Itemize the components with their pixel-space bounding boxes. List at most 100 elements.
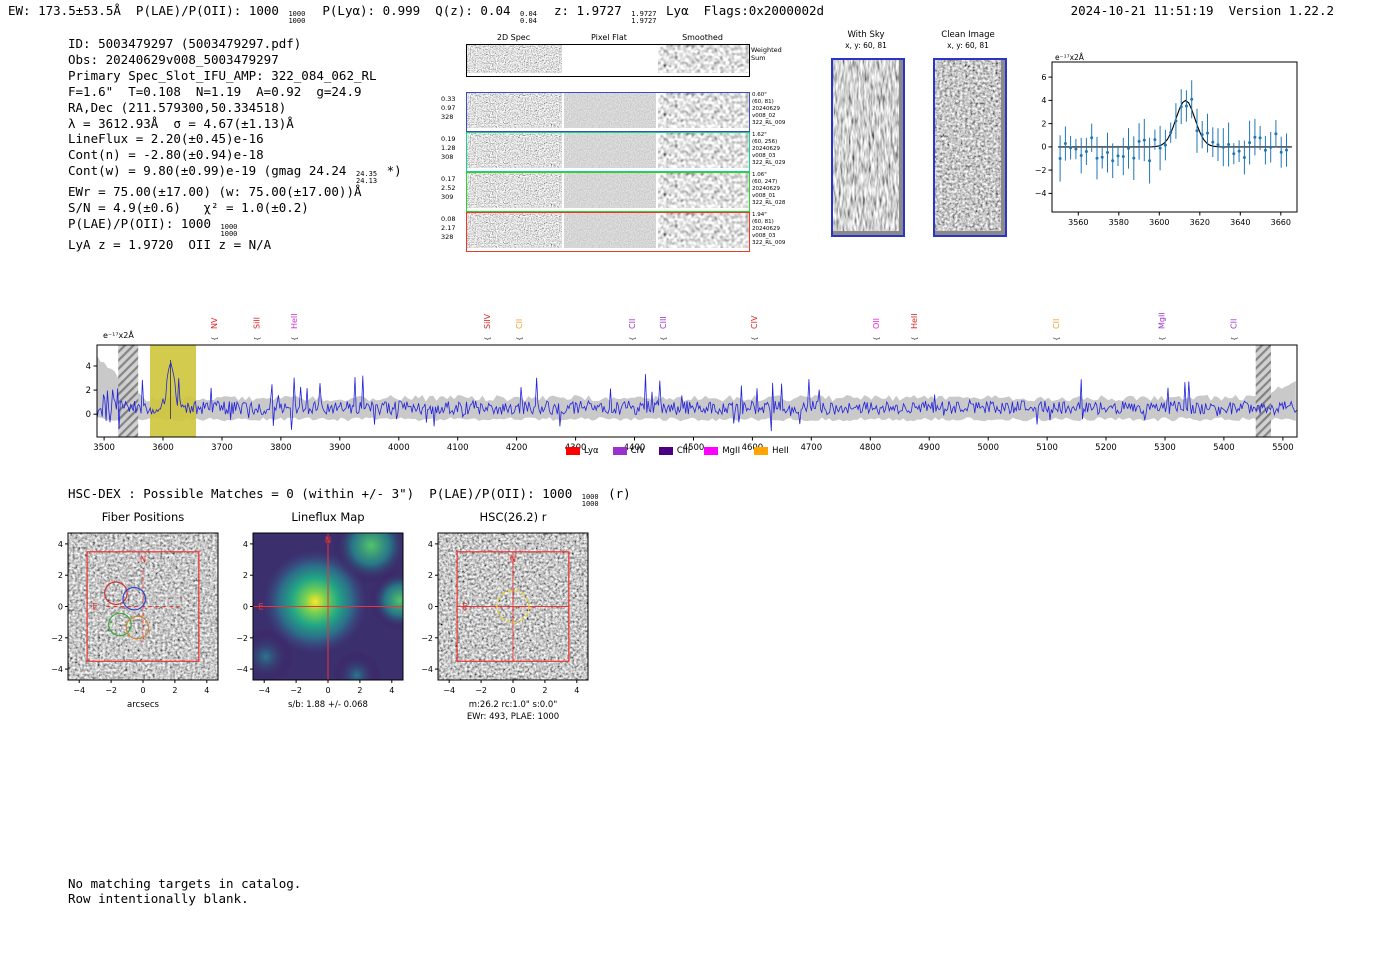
spec2d-row-stats: 0.17 2.52 309: [441, 175, 456, 201]
svg-text:{: {: [1053, 337, 1061, 341]
svg-text:{: {: [291, 337, 299, 341]
hsc-cutout-svg: HSC(26.2) r N E −4 −4 −2 −2 0 0 2 2 4 4 m:26.2 rc:1.0…: [421, 510, 589, 722]
text-segment: Obs: 20240629v008_5003479297: [68, 51, 279, 67]
fiber-circle: [104, 581, 128, 605]
withsky-title: With Sky: [847, 30, 885, 40]
stacked-fraction: 1000 1000: [220, 223, 238, 238]
svg-text:−4: −4: [258, 686, 270, 695]
svg-text:−4: −4: [421, 665, 433, 674]
noise-envelope: [97, 355, 1296, 422]
svg-text:5100: 5100: [1036, 443, 1058, 453]
emission-line-label: SiII: [252, 317, 261, 329]
noise-image: [658, 93, 749, 128]
emission-line-label: CII: [1230, 319, 1239, 329]
svg-text:−4: −4: [51, 665, 63, 674]
noise-image: [658, 173, 749, 208]
spec2d-row-pixelflat: [564, 93, 656, 128]
compass-east: E: [462, 603, 467, 613]
spec2d-row: [466, 212, 750, 252]
compass-east: E: [92, 603, 97, 613]
spec2d-row: [466, 92, 750, 132]
spec2d-summed-strip: [466, 44, 750, 77]
svg-text:{: {: [751, 337, 759, 341]
svg-text:4: 4: [389, 686, 394, 695]
compass-north: N: [510, 555, 516, 565]
legend-color-swatch: [612, 447, 627, 455]
weighted-sum-label: Weighted Sum: [751, 46, 782, 62]
spec2d-row-2dspec: [467, 173, 562, 208]
svg-text:2: 2: [172, 686, 177, 695]
legend-color-swatch: [704, 447, 719, 455]
emission-line-label: CII: [515, 319, 524, 329]
detection-highlight-band: [150, 345, 196, 437]
spec2d-row-smoothed: [658, 133, 749, 168]
header-datetime-version: 2024-10-21 11:51:19 Version 1.22.2: [1070, 3, 1334, 18]
text-segment: Cont(n) = -2.80(±0.94)e-18: [68, 147, 264, 163]
lineflux-cutout-svg: Lineflux Map N E −4 −4 −2 −2 0 0 2 2 4 4 s/b: 1.88 +…: [236, 510, 404, 710]
spec2d-row-pixelflat: [564, 133, 656, 168]
spec2d-sum-smoothed-image: [658, 45, 749, 73]
text-segment: EWr = 75.00(±17.00) (w: 75.00(±17.00))Å: [68, 184, 362, 200]
fiber-circle: [125, 615, 150, 640]
text-segment: ID: 5003479297 (5003479297.pdf): [68, 36, 302, 51]
cutout-xlabel: s/b: 1.88 +/- 0.068: [288, 700, 368, 710]
svg-text:4200: 4200: [506, 443, 528, 453]
emission-line-label: SiIV: [483, 313, 492, 329]
text-segment: P(LAE)/P(OII): 1000: [68, 216, 219, 232]
noise-image: [658, 45, 749, 73]
info-line: λ = 3612.93Å σ = 4.67(±1.13)Å: [68, 116, 402, 132]
svg-text:3600: 3600: [1149, 218, 1169, 227]
legend-label: HeII: [772, 446, 789, 456]
weighted-sum-line1: Weighted: [751, 46, 782, 54]
spec2d-row-pixelflat: [564, 173, 656, 208]
svg-text:0: 0: [140, 686, 145, 695]
noise-image: [658, 133, 749, 168]
svg-text:0: 0: [86, 410, 91, 420]
linefit-plot: 3560 3580 3600 3620 3640 3660 −4 −2 0 2 4 6 e⁻¹⁷x2Å: [1020, 46, 1305, 242]
info-line: ID: 5003479297 (5003479297.pdf): [68, 36, 402, 52]
withsky-xy-label: x, y: 60, 81: [845, 41, 887, 50]
spec2d-row-annotation: 1.94" (60, 81) 20240629 v008_03 322_RL_009: [752, 212, 786, 246]
text-segment: LyA z = 1.9720 OII z = N/A: [68, 237, 272, 253]
emission-line-label: NV: [210, 317, 219, 329]
spec2d-sum-image: [467, 45, 562, 73]
svg-text:{: {: [253, 337, 261, 341]
linefit-svg: 3560 3580 3600 3620 3640 3660 −4 −2 0 2 4 6 e⁻¹⁷x2Å: [1035, 53, 1298, 227]
spec2d-row-annotation: 1.06" (60, 247) 20240629 v008_01 322_RL_028: [752, 172, 786, 206]
svg-text:−4: −4: [443, 686, 455, 695]
emission-line-label: HeII: [910, 313, 919, 329]
svg-text:{: {: [629, 337, 637, 341]
footer-line-1: No matching targets in catalog.: [68, 876, 302, 891]
footer-line-2: Row intentionally blank.: [68, 891, 249, 906]
legend-color-swatch: [658, 447, 673, 455]
svg-text:2: 2: [542, 686, 547, 695]
info-line: Cont(n) = -2.80(±0.94)e-18: [68, 147, 402, 163]
text-segment: S/N = 4.9(±0.6) χ² = 1.0(±0.2): [68, 200, 309, 216]
noise-image: [467, 45, 562, 73]
svg-text:3700: 3700: [211, 443, 233, 453]
svg-text:3580: 3580: [1109, 218, 1129, 227]
svg-text:e⁻¹⁷x2Å: e⁻¹⁷x2Å: [103, 329, 134, 340]
spec2d-col-title-smoothed: Smoothed: [682, 33, 723, 42]
text-segment: F=1.6" T=0.108 N=1.19 A=0.92 g=24.9: [68, 83, 362, 99]
svg-text:−2: −2: [51, 634, 63, 643]
emission-line-label: CIII: [659, 316, 668, 329]
spectrum-legend: Lyα CIV CIII MgII HeII: [566, 446, 789, 456]
cutout-title: HSC(26.2) r: [480, 510, 547, 524]
svg-text:4: 4: [428, 540, 433, 549]
svg-text:5500: 5500: [1272, 443, 1294, 453]
ifu-footprint-square: [86, 551, 200, 662]
svg-text:{: {: [484, 337, 492, 341]
svg-text:−2: −2: [290, 686, 302, 695]
lineflux-map-panel: Lineflux Map N E −4 −4 −2 −2 0 0 2 2 4 4 s/b: 1.88 +…: [223, 505, 435, 727]
cleanimage-xy-label: x, y: 60, 81: [947, 41, 989, 50]
spec2d-row-2dspec: [467, 213, 562, 248]
compass-north: N: [140, 555, 146, 565]
noise-image: [564, 93, 656, 128]
svg-text:5400: 5400: [1213, 443, 1235, 453]
text-segment: LineFlux = 2.20(±0.45)e-16: [68, 131, 264, 147]
noise-image: [658, 213, 749, 248]
svg-text:{: {: [911, 337, 919, 341]
text-segment: RA,Dec (211.579300,50.334518): [68, 99, 287, 115]
weighted-sum-line2: Sum: [751, 53, 766, 62]
